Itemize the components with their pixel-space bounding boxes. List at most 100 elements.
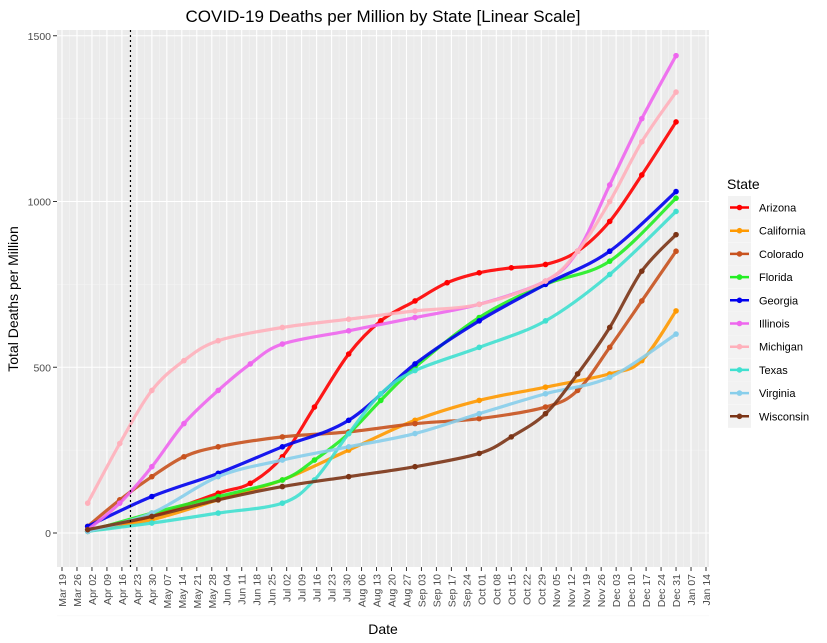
- x-tick-label: Jul 23: [327, 574, 339, 602]
- data-point-arizona: [508, 265, 515, 271]
- x-tick-label: Mar 26: [72, 574, 84, 607]
- x-tick-label: Dec 10: [626, 574, 638, 607]
- data-point-michigan: [345, 316, 352, 322]
- grid-major: [57, 30, 709, 567]
- data-point-michigan: [84, 500, 91, 506]
- series-line-michigan: [86, 90, 678, 505]
- x-tick-label: Aug 06: [357, 574, 369, 607]
- x-tick-label: Apr 02: [87, 574, 99, 605]
- legend: State Arizona California Colorado Florida Ge…: [727, 176, 809, 428]
- data-point-florida: [606, 258, 613, 264]
- data-point-texas: [606, 271, 613, 278]
- legend-key-dot: [736, 343, 743, 350]
- legend-key-dot: [736, 274, 743, 280]
- legend-label: Arizona: [759, 203, 797, 215]
- x-tick-label: Jun 25: [267, 574, 279, 606]
- legend-label: Virginia: [759, 388, 796, 400]
- legend-key-dot: [736, 320, 743, 327]
- x-tick-label: Jul 30: [342, 574, 354, 602]
- x-tick-label: Nov 05: [551, 574, 563, 607]
- data-point-wisconsin: [279, 483, 286, 490]
- x-tick-label: Apr 30: [147, 574, 159, 605]
- data-point-texas: [476, 344, 483, 351]
- legend-key-dot: [736, 390, 743, 396]
- data-point-colorado: [673, 248, 679, 255]
- data-point-colorado: [279, 434, 286, 440]
- chart-title: COVID-19 Deaths per Million by State [Li…: [186, 7, 581, 26]
- x-tick-label: Dec 24: [656, 574, 668, 607]
- x-tick-label: Jun 18: [252, 574, 264, 606]
- x-tick-label: Jul 16: [312, 574, 324, 602]
- data-point-virginia: [542, 390, 549, 397]
- legend-key-dot: [736, 204, 743, 211]
- data-point-arizona: [542, 261, 549, 268]
- y-tick-label: 1000: [28, 197, 52, 209]
- data-point-georgia: [279, 444, 286, 450]
- data-point-arizona: [247, 480, 254, 487]
- x-tick-label: Aug 20: [386, 574, 398, 607]
- x-tick-label: Apr 23: [132, 574, 144, 605]
- x-tick-label: Jun 11: [237, 574, 249, 605]
- x-tick-label: Sep 17: [446, 574, 458, 607]
- data-point-virginia: [279, 457, 286, 463]
- data-point-virginia: [215, 473, 221, 480]
- data-point-colorado: [412, 420, 418, 427]
- data-point-colorado: [574, 387, 581, 394]
- data-point-wisconsin: [412, 463, 418, 470]
- legend-key-dot: [736, 367, 743, 373]
- data-point-michigan: [673, 89, 679, 95]
- x-tick-label: Dec 17: [641, 574, 653, 607]
- data-point-wisconsin: [639, 268, 645, 274]
- data-point-arizona: [476, 269, 483, 276]
- data-point-arizona: [606, 218, 613, 225]
- x-tick-label: Nov 12: [566, 574, 578, 607]
- data-point-illinois: [673, 52, 679, 59]
- x-tick-label: May 21: [192, 574, 204, 609]
- data-point-illinois: [247, 361, 254, 367]
- x-tick-label: May 07: [162, 574, 174, 609]
- data-point-colorado: [215, 444, 221, 450]
- x-tick-label: Oct 29: [536, 574, 548, 605]
- data-point-colorado: [606, 344, 613, 351]
- plot-panel: [57, 30, 709, 567]
- x-tick-label: Jun 04: [222, 574, 234, 606]
- x-tick-label: Sep 24: [461, 574, 473, 607]
- data-point-illinois: [279, 341, 286, 347]
- data-point-michigan: [149, 387, 155, 394]
- data-point-wisconsin: [606, 324, 613, 331]
- data-point-california: [476, 397, 483, 404]
- data-point-texas: [279, 500, 286, 506]
- data-point-texas: [542, 318, 549, 324]
- data-point-colorado: [542, 404, 549, 410]
- data-point-georgia: [149, 493, 155, 500]
- data-point-wisconsin: [345, 473, 352, 480]
- data-point-georgia: [345, 417, 352, 424]
- legend-key-dot: [736, 251, 743, 257]
- data-point-illinois: [181, 420, 187, 427]
- y-tick-label: 0: [45, 528, 51, 540]
- data-point-illinois: [345, 327, 352, 334]
- legend-label: Colorado: [759, 249, 804, 261]
- legend-label: Michigan: [759, 342, 803, 354]
- data-point-arizona: [311, 404, 318, 410]
- data-point-wisconsin: [84, 526, 91, 533]
- data-point-georgia: [673, 188, 679, 195]
- data-point-wisconsin: [508, 434, 515, 440]
- x-tick-label: Nov 26: [596, 574, 608, 607]
- x-tick-label: May 28: [207, 574, 219, 609]
- data-point-michigan: [542, 278, 549, 284]
- x-tick-label: Oct 01: [476, 574, 488, 605]
- data-point-texas: [149, 520, 155, 526]
- y-axis-title: Total Deaths per Million: [5, 226, 21, 372]
- data-point-arizona: [377, 318, 384, 324]
- legend-key-dot: [736, 413, 743, 420]
- data-point-arizona: [412, 298, 418, 304]
- data-point-illinois: [412, 314, 418, 321]
- data-point-illinois: [606, 182, 613, 188]
- data-point-florida: [673, 195, 679, 201]
- data-point-michigan: [181, 357, 187, 364]
- legend-label: Florida: [759, 272, 794, 284]
- x-tick-label: Oct 22: [521, 574, 533, 605]
- series-line-texas: [86, 209, 678, 533]
- data-point-illinois: [215, 387, 221, 394]
